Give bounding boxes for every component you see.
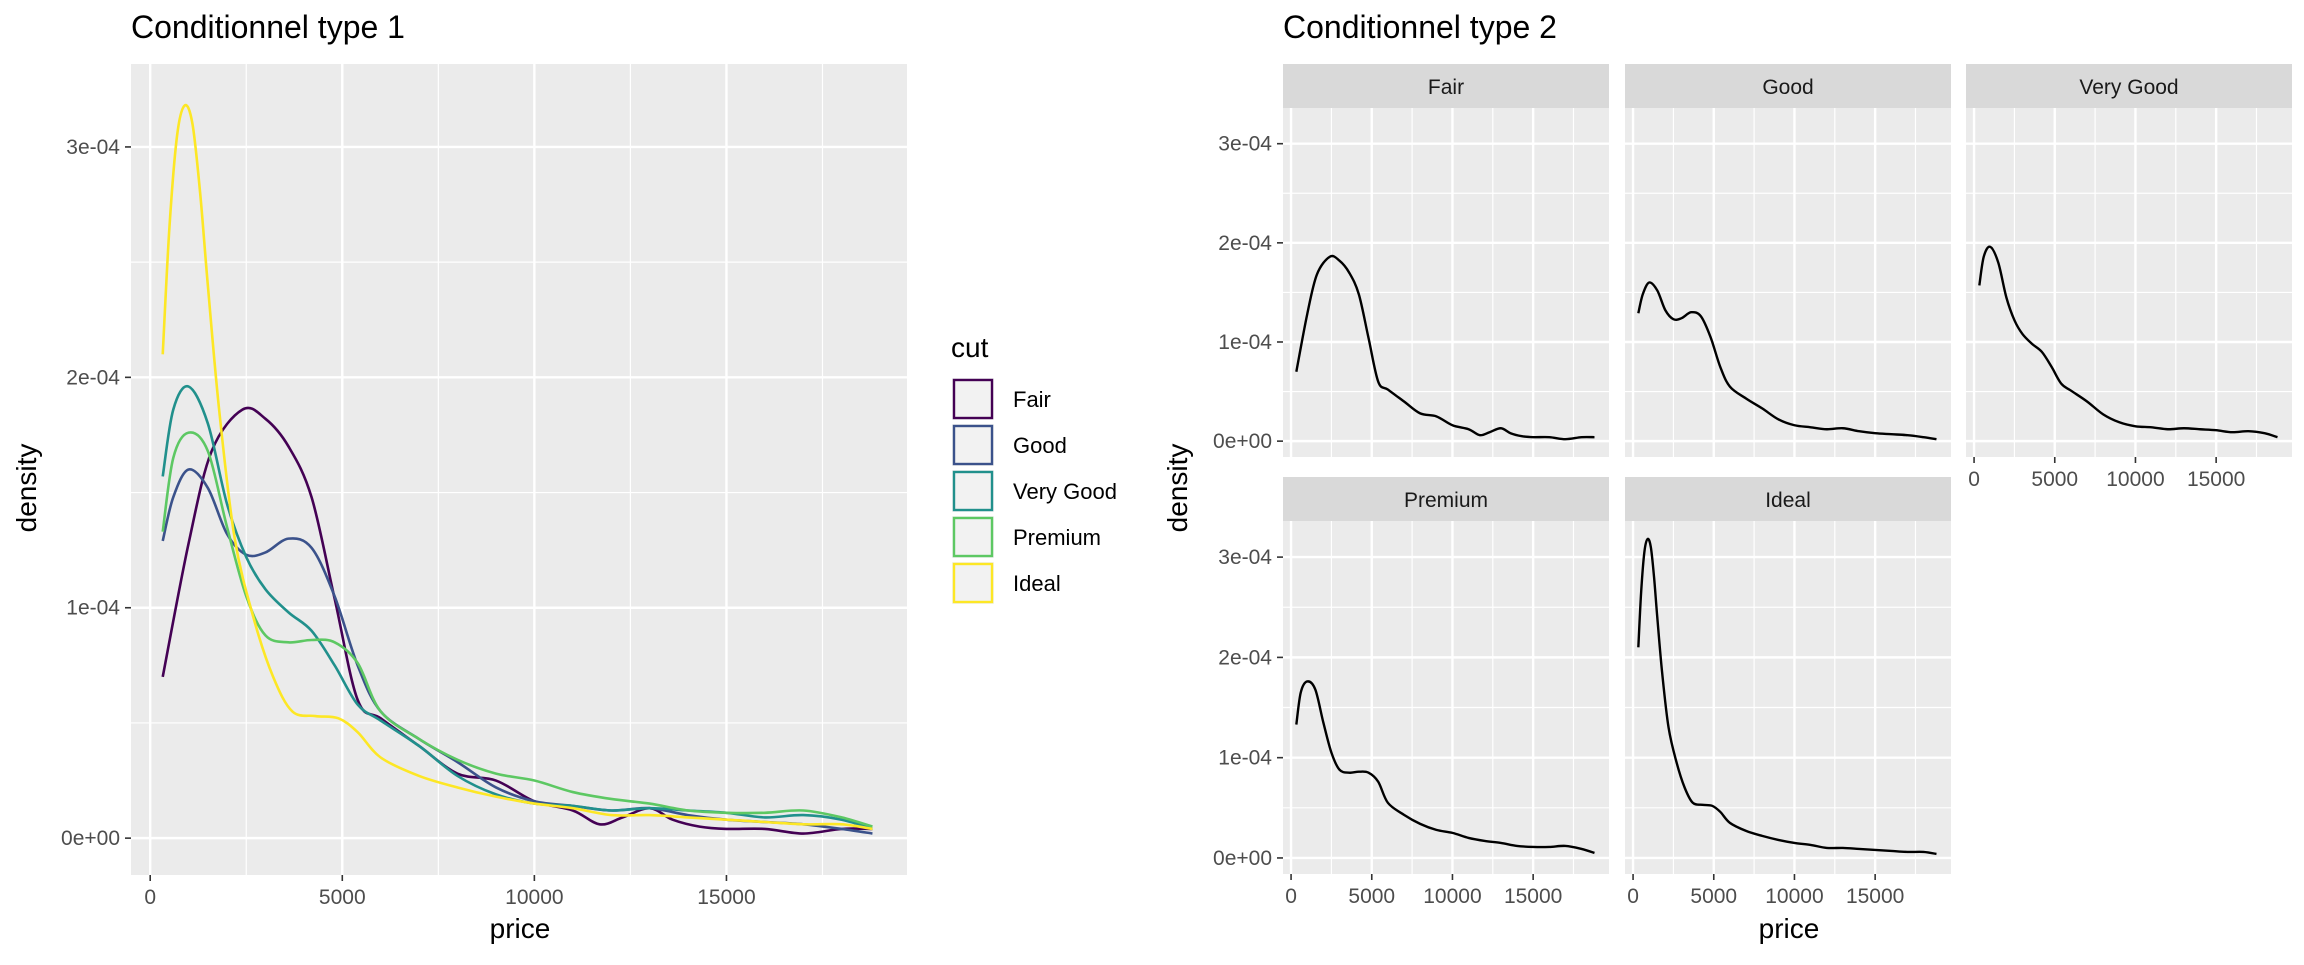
legend-key-good (952, 424, 994, 466)
x-tick-label: 5000 (2031, 468, 2078, 491)
chart-type-2: Conditionnel type 2 Fair 0e+00 1e-04 2e-04 3… (1162, 9, 2292, 944)
x-tick-label: 0 (1627, 885, 1639, 908)
legend-title: cut (951, 332, 989, 363)
density-line (1295, 680, 1595, 855)
facet-panel-good: Good (1625, 64, 1951, 457)
x-axis-label: price (1759, 913, 1820, 944)
panel-background (1283, 108, 1609, 457)
density-line (1637, 537, 1937, 856)
x-tick-label: 10000 (1765, 885, 1823, 908)
panel-background (1966, 108, 2292, 457)
panel-background (1625, 108, 1951, 457)
plot-area (131, 64, 907, 875)
chart-title: Conditionnel type 2 (1283, 9, 1557, 45)
facet-panel-premium: Premium 0e+00 1e-04 2e-04 3e-04 0 5000 10000 150… (1213, 477, 1609, 908)
facet-panel-ideal: Ideal 0 5000 10000 15000 (1625, 477, 1951, 908)
legend-entries: Fair Good Very Good Premium Ideal (952, 378, 1117, 604)
facet-strip (1625, 477, 1951, 521)
y-tick-label: 1e-04 (1218, 747, 1272, 770)
legend-key-ideal (952, 562, 994, 604)
series-line-premium (161, 431, 873, 828)
density-line (1295, 254, 1595, 441)
x-tick-label: 10000 (1423, 885, 1481, 908)
grid-lines (131, 64, 907, 875)
facet-panel-fair: Fair 0e+00 1e-04 2e-04 3e-04 (1213, 64, 1609, 457)
y-tick-label: 2e-04 (1218, 646, 1272, 669)
facet-panel-very-good: Very Good 0 5000 10000 15000 (1966, 64, 2292, 491)
y-tick-label: 3e-04 (1218, 546, 1272, 569)
x-tick-label: 10000 (2106, 468, 2164, 491)
grid-lines (1283, 108, 1609, 457)
x-tick-label: 15000 (697, 886, 755, 909)
y-tick-label: 1e-04 (66, 597, 120, 620)
y-axis-label: density (11, 444, 42, 533)
x-tick-label: 0 (1968, 468, 1980, 491)
x-tick-label: 0 (144, 886, 156, 909)
chart-title: Conditionnel type 1 (131, 9, 405, 45)
x-tick-label: 5000 (1690, 885, 1737, 908)
legend-label: Good (1013, 433, 1067, 458)
x-axis: 0 5000 10000 15000 (144, 875, 756, 909)
legend: cut Fair Good Very Good Premium Ideal (951, 332, 1117, 604)
panel-background (1283, 521, 1609, 874)
density-line (1637, 281, 1937, 441)
y-tick-label: 3e-04 (1218, 133, 1272, 156)
legend-label: Fair (1013, 387, 1051, 412)
x-tick-label: 15000 (1846, 885, 1904, 908)
facet-panels: Fair 0e+00 1e-04 2e-04 3e-04 Good Very Good 0 50… (1213, 64, 2292, 908)
facet-strip (1283, 477, 1609, 521)
chart-type-1: Conditionnel type 1 0e+00 1e-04 2e-04 3e-04… (11, 9, 1117, 944)
panel-background (131, 64, 907, 875)
facet-strip (1625, 64, 1951, 108)
x-tick-label: 5000 (1348, 885, 1395, 908)
panel-background (1625, 521, 1951, 874)
y-tick-label: 0e+00 (61, 827, 120, 850)
facet-strip (1283, 64, 1609, 108)
legend-label: Very Good (1013, 479, 1117, 504)
grid-lines (1283, 521, 1609, 874)
legend-key-very-good (952, 470, 994, 512)
y-axis: 0e+00 1e-04 2e-04 3e-04 (61, 136, 131, 850)
series-lines (161, 103, 873, 835)
y-tick-label: 2e-04 (66, 366, 120, 389)
series-line-ideal (161, 103, 873, 831)
y-tick-label: 2e-04 (1218, 232, 1272, 255)
x-tick-label: 10000 (505, 886, 563, 909)
x-tick-label: 0 (1285, 885, 1297, 908)
facet-strip-label: Premium (1404, 489, 1488, 512)
y-tick-label: 1e-04 (1218, 331, 1272, 354)
legend-label: Ideal (1013, 571, 1061, 596)
y-tick-label: 3e-04 (66, 136, 120, 159)
legend-label: Premium (1013, 525, 1101, 550)
facet-strip-label: Good (1762, 76, 1813, 99)
x-axis-label: price (490, 913, 551, 944)
facet-strip-label: Fair (1428, 76, 1464, 99)
facet-strip-label: Ideal (1765, 489, 1811, 512)
y-tick-label: 0e+00 (1213, 430, 1272, 453)
y-axis-label: density (1162, 444, 1193, 533)
series-line-fair (161, 406, 873, 835)
x-tick-label: 15000 (1504, 885, 1562, 908)
y-tick-label: 0e+00 (1213, 847, 1272, 870)
facet-strip-label: Very Good (2079, 76, 2178, 99)
legend-key-premium (952, 516, 994, 558)
facet-strip (1966, 64, 2292, 108)
x-tick-label: 5000 (319, 886, 366, 909)
grid-lines (1625, 521, 1951, 874)
x-tick-label: 15000 (2187, 468, 2245, 491)
density-line (1978, 245, 2278, 439)
grid-lines (1625, 108, 1951, 457)
legend-key-fair (952, 378, 994, 420)
grid-lines (1966, 108, 2292, 457)
